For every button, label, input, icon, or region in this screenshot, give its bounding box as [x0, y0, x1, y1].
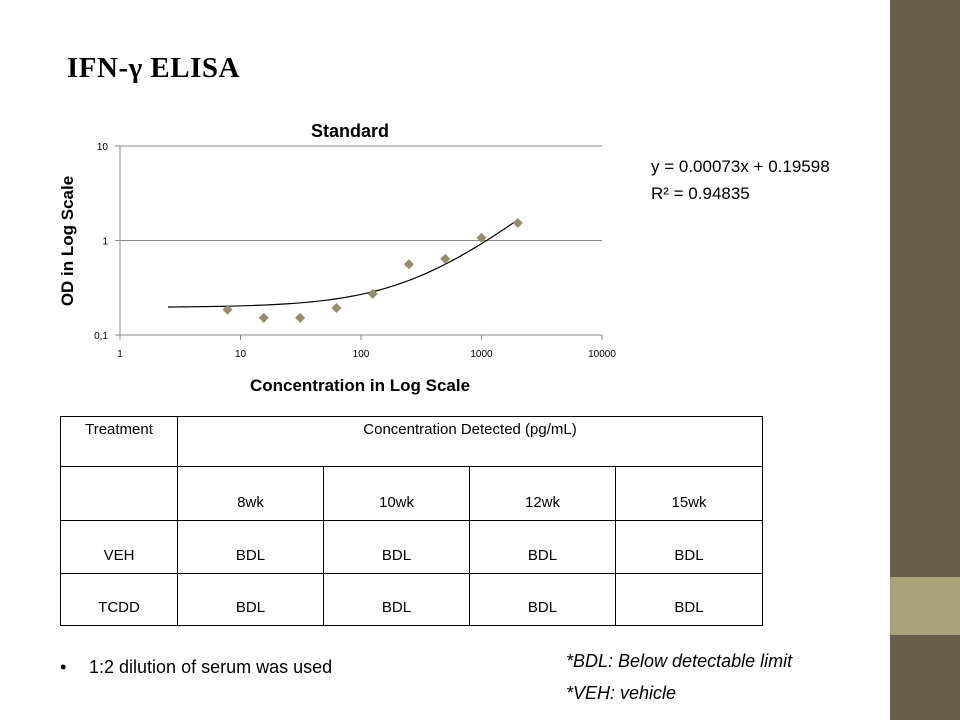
x-tick-label: 10000	[588, 349, 616, 360]
bullet-dot-icon: •	[60, 657, 67, 677]
data-point	[222, 304, 233, 315]
bullet-text: 1:2 dilution of serum was used	[89, 657, 333, 677]
table-row: VEH BDL BDL BDL BDL	[60, 520, 764, 574]
y-axis-label: OD in Log Scale	[58, 176, 77, 306]
x-tick-label: 10	[235, 349, 247, 360]
row-label: VEH	[60, 520, 178, 574]
y-tick-label: 1	[102, 237, 108, 248]
sidebar-decoration-accent	[890, 577, 960, 635]
table-header-row: Treatment Concentration Detected (pg/mL)	[60, 416, 764, 467]
trendline-equation: y = 0.00073x + 0.19598 R² = 0.94835	[651, 153, 830, 207]
week-cell: 12wk	[469, 466, 616, 521]
table-cell: BDL	[177, 520, 324, 574]
equation-line: y = 0.00073x + 0.19598	[651, 157, 830, 176]
y-tick-label: 10	[97, 142, 109, 153]
table-cell: BDL	[469, 520, 616, 574]
data-point	[331, 303, 342, 314]
r-squared-line: R² = 0.94835	[651, 184, 750, 203]
week-cell: 15wk	[614, 466, 764, 521]
table-cell: BDL	[177, 573, 324, 626]
data-point	[440, 253, 451, 264]
data-point	[295, 312, 306, 323]
table-cell: BDL	[323, 573, 470, 626]
footnote-veh: *VEH: vehicle	[566, 683, 677, 703]
x-axis-label: Concentration in Log Scale	[250, 376, 470, 395]
trendline	[167, 219, 519, 308]
x-tick-label: 1	[117, 349, 123, 360]
data-point-layer	[222, 218, 523, 323]
data-point	[403, 259, 414, 270]
sidebar-decoration-bottom	[890, 635, 960, 720]
data-point	[258, 312, 269, 323]
table-weeks-row: 8wk 10wk 12wk 15wk	[60, 466, 764, 521]
week-cell: 10wk	[323, 466, 470, 521]
table-cell: BDL	[323, 520, 470, 574]
results-table: Treatment Concentration Detected (pg/mL)…	[60, 416, 764, 626]
sidebar-decoration-top	[890, 0, 960, 577]
y-tick-label: 0,1	[94, 331, 108, 342]
data-point	[476, 232, 487, 243]
slide-title: IFN-γ ELISA	[67, 52, 240, 84]
header-treatment: Treatment	[60, 416, 178, 467]
data-point	[512, 218, 523, 229]
table-cell: BDL	[614, 520, 764, 574]
x-tick-label: 100	[353, 349, 370, 360]
table-cell-empty	[60, 466, 178, 521]
axis-layer	[115, 145, 603, 340]
table-cell: BDL	[469, 573, 616, 626]
data-point	[367, 288, 378, 299]
chart-title: Standard	[311, 121, 389, 141]
grid-layer	[120, 145, 602, 241]
header-concentration: Concentration Detected (pg/mL)	[176, 416, 764, 467]
table-cell: BDL	[614, 573, 764, 626]
trendline-layer	[167, 219, 519, 308]
footnote-bdl: *BDL: Below detectable limit	[566, 651, 793, 671]
table-row: TCDD BDL BDL BDL BDL	[60, 573, 764, 626]
tick-label-layer: 10 1 0,1 1 10 100 1000 10000	[94, 142, 616, 360]
x-tick-label: 1000	[470, 349, 493, 360]
row-label: TCDD	[60, 573, 178, 626]
footnotes: *BDL: Below detectable limit *VEH: vehic…	[566, 645, 792, 709]
week-cell: 8wk	[177, 466, 324, 521]
